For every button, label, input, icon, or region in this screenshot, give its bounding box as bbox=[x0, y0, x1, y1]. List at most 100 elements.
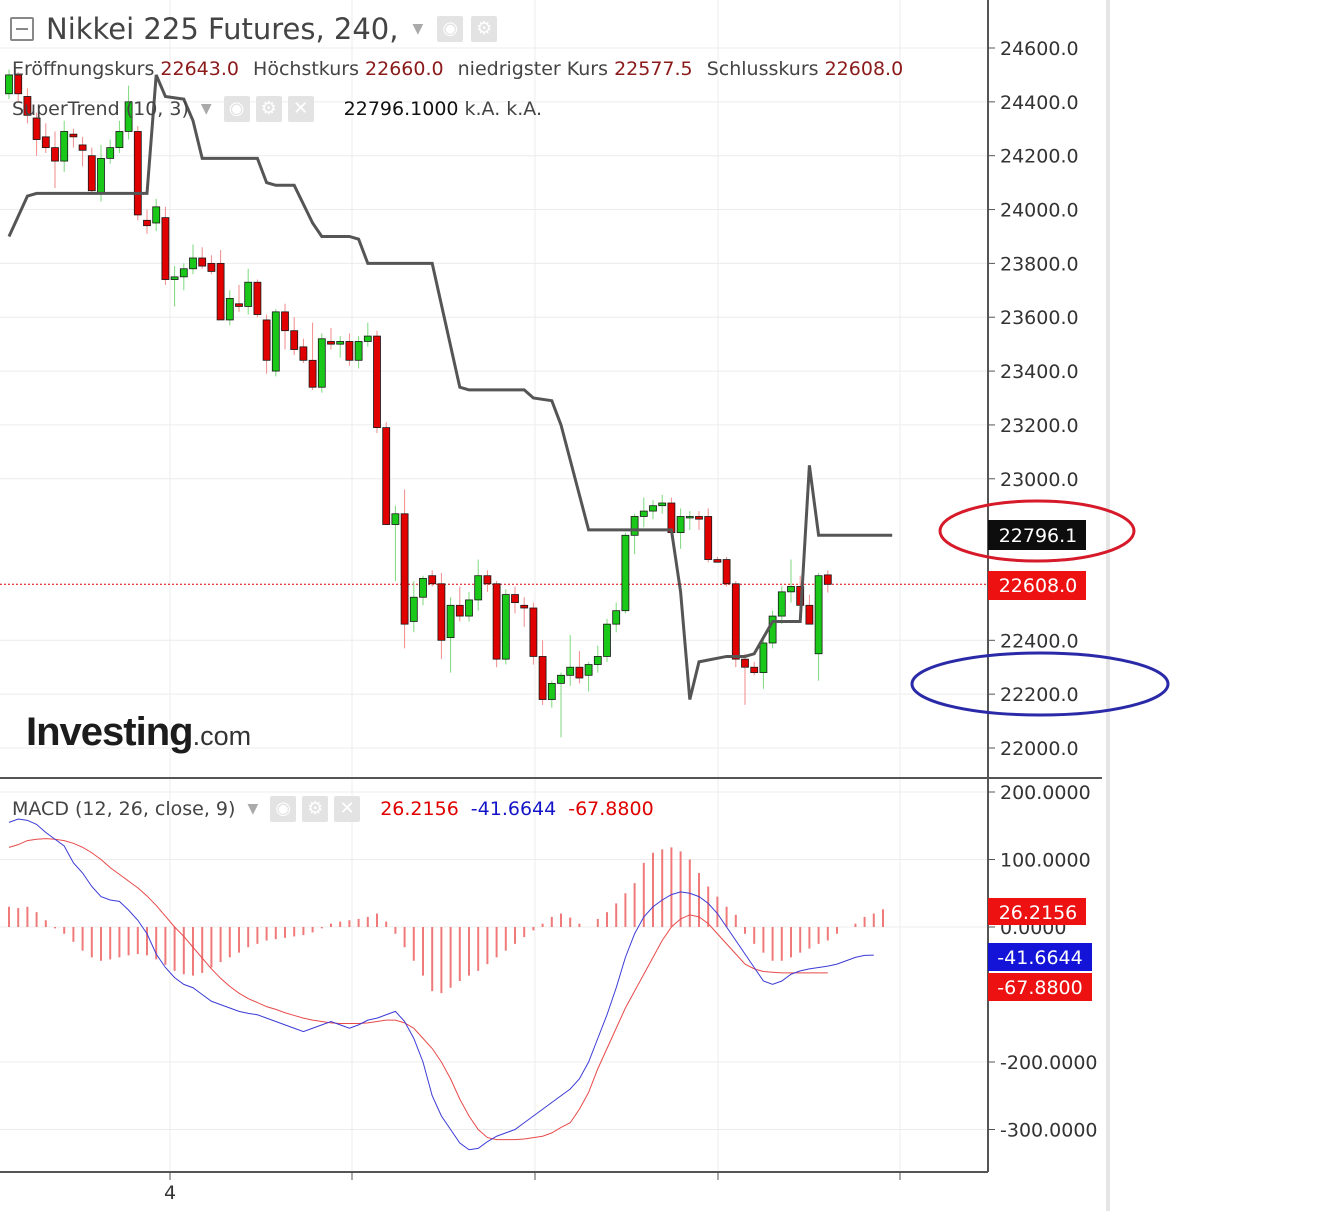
open-value: 22643.0 bbox=[160, 58, 239, 80]
close-icon[interactable]: ✕ bbox=[287, 96, 314, 122]
candle-body bbox=[216, 262, 225, 321]
candle-body bbox=[23, 96, 32, 116]
price-tick-label: 23800.0 bbox=[1000, 253, 1079, 275]
candle-body bbox=[722, 559, 731, 585]
time-tick-label: 4 bbox=[164, 1182, 176, 1204]
high-value: 22660.0 bbox=[365, 58, 444, 80]
candle-body bbox=[60, 131, 69, 162]
candle-body bbox=[152, 206, 161, 224]
macd-label-text: -41.6644 bbox=[997, 947, 1082, 969]
logo-domain: .com bbox=[192, 721, 252, 751]
signal-label-text: -67.8800 bbox=[997, 977, 1082, 999]
candle-body bbox=[281, 311, 289, 332]
candle-body bbox=[814, 575, 823, 655]
macd-value-label: -41.6644 bbox=[988, 943, 1092, 971]
close-icon[interactable]: ✕ bbox=[334, 796, 361, 822]
chevron-down-icon[interactable]: ▼ bbox=[200, 101, 212, 117]
candle-body bbox=[262, 319, 271, 361]
candle-body bbox=[630, 516, 639, 536]
candle-body bbox=[354, 341, 363, 361]
candle-body bbox=[106, 147, 115, 159]
price-tick-label: 24200.0 bbox=[1000, 146, 1079, 168]
candle-body bbox=[511, 594, 519, 604]
gear-icon[interactable]: ⚙ bbox=[255, 96, 282, 122]
supertrend-na-2: k.A. bbox=[506, 98, 542, 120]
candle-body bbox=[143, 219, 151, 227]
candle-body bbox=[5, 74, 13, 95]
candle-body bbox=[14, 74, 23, 95]
candle-body bbox=[51, 147, 59, 162]
collapse-icon[interactable] bbox=[10, 17, 34, 41]
candle-body bbox=[584, 664, 593, 676]
candle-body bbox=[382, 427, 391, 525]
signal-line bbox=[8, 838, 828, 1141]
macd-legend: MACD (12, 26, close, 9) ▼ ◉ ⚙ ✕ 26.2156 … bbox=[12, 796, 654, 822]
macd-tick-label: -200.0000 bbox=[1000, 1052, 1098, 1074]
close-label: Schlusskurs bbox=[706, 58, 819, 80]
candle-body bbox=[676, 516, 685, 534]
candle-body bbox=[759, 642, 768, 674]
time-axis[interactable]: 4 bbox=[164, 1172, 901, 1204]
candle-body bbox=[520, 604, 529, 609]
supertrend-value-label: 22796.1 bbox=[988, 520, 1086, 550]
candle-body bbox=[170, 276, 179, 280]
hist-value-label: 26.2156 bbox=[988, 898, 1086, 925]
price-tick-label: 24400.0 bbox=[1000, 92, 1079, 114]
candle-body bbox=[345, 341, 354, 361]
price-tick-label: 23200.0 bbox=[1000, 415, 1079, 437]
candle-body bbox=[400, 513, 409, 625]
gear-icon[interactable]: ⚙ bbox=[471, 16, 498, 42]
candle-body bbox=[161, 217, 170, 280]
candle-body bbox=[363, 335, 372, 342]
candle-body bbox=[327, 341, 335, 345]
macd-legend-signal: -67.8800 bbox=[568, 798, 654, 820]
candle-body bbox=[41, 136, 50, 149]
gear-icon[interactable]: ⚙ bbox=[302, 796, 329, 822]
candle-body bbox=[428, 575, 437, 585]
candle-body bbox=[207, 262, 216, 272]
macd-legend-macd: -41.6644 bbox=[470, 798, 557, 820]
candle-body bbox=[290, 330, 299, 350]
candle-body bbox=[317, 338, 326, 388]
chevron-down-icon[interactable]: ▼ bbox=[247, 801, 259, 817]
blue-highlight-ellipse bbox=[910, 651, 1170, 717]
candle-body bbox=[97, 157, 105, 194]
candle-body bbox=[649, 505, 657, 512]
open-label: Eröffnungskurs bbox=[12, 58, 155, 80]
candle-body bbox=[446, 604, 455, 639]
candle-body bbox=[299, 346, 308, 361]
candle-body bbox=[621, 534, 630, 612]
candle-body bbox=[244, 281, 253, 307]
logo-brand: Investing bbox=[26, 710, 194, 754]
candle-body bbox=[547, 682, 556, 700]
candle-body bbox=[639, 510, 648, 517]
candle-body bbox=[87, 155, 96, 192]
price-tick-label: 23000.0 bbox=[1000, 469, 1079, 491]
price-label-text: 22608.0 bbox=[999, 575, 1078, 597]
chevron-down-icon[interactable]: ▼ bbox=[412, 21, 424, 37]
candle-body bbox=[133, 131, 142, 216]
candle-body bbox=[465, 599, 473, 617]
candle-body bbox=[557, 674, 565, 684]
chart-title: Nikkei 225 Futures, 240, bbox=[46, 12, 399, 46]
investing-logo: Investing.com bbox=[26, 710, 251, 755]
price-axis[interactable]: 24600.0 24400.0 24200.0 24000.0 23800.0 23600… bbox=[988, 38, 1079, 760]
candle-body bbox=[373, 335, 381, 429]
candle-body bbox=[713, 559, 722, 563]
candle-body bbox=[409, 596, 418, 622]
macd-line bbox=[8, 818, 874, 1151]
supertrend-line bbox=[7, 74, 893, 700]
supertrend-label-text: 22796.1 bbox=[999, 525, 1078, 547]
eye-icon[interactable]: ◉ bbox=[223, 96, 250, 122]
candle-body bbox=[124, 101, 133, 132]
right-scrollbar-track[interactable] bbox=[1106, 0, 1110, 1211]
candle-body bbox=[69, 133, 78, 138]
hist-label-text: 26.2156 bbox=[999, 902, 1078, 924]
eye-icon[interactable]: ◉ bbox=[270, 796, 297, 822]
eye-icon[interactable]: ◉ bbox=[437, 16, 464, 42]
supertrend-legend: SuperTrend (10, 3) ▼ ◉ ⚙ ✕ 22796.1000 k.… bbox=[12, 96, 542, 122]
candle-body bbox=[603, 623, 611, 657]
candle-body bbox=[593, 656, 602, 665]
macd-legend-hist: 26.2156 bbox=[380, 798, 459, 820]
